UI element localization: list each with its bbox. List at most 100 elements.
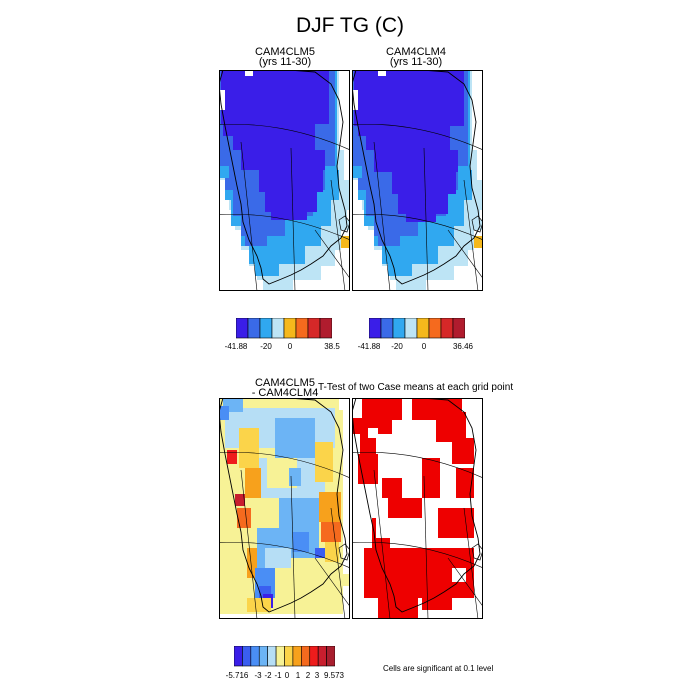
- grid-cell: [472, 220, 483, 230]
- colorbar-tick-label: 0: [421, 342, 427, 351]
- grid-cell: [219, 90, 225, 110]
- panel-title-line2: (yrs 11-30): [258, 56, 312, 68]
- panel-title-difference: CAM4CLM5 - CAM4CLM4: [215, 378, 355, 399]
- meridian-line: [423, 147, 429, 291]
- grid-cell: [462, 438, 474, 454]
- grid-cell: [398, 568, 458, 588]
- coastline: [471, 215, 483, 233]
- colorbar-swatch: [416, 318, 430, 339]
- grid-cell: [259, 170, 323, 192]
- grid-cell: [358, 454, 378, 484]
- greenland-coastline: [219, 398, 348, 613]
- colorbar-cam4clm4: [369, 318, 465, 339]
- grid-cell: [438, 508, 474, 538]
- grid-cell: [378, 70, 386, 76]
- colorbar-tick-label: 2: [305, 671, 311, 680]
- grid-cell: [263, 280, 293, 291]
- panel-title-ttest: T-Test of two Case means at each grid po…: [318, 382, 514, 393]
- colorbar-tick-label: -1: [274, 671, 282, 680]
- grid-cell: [352, 90, 358, 110]
- colorbar-tick-label: 3: [314, 671, 320, 680]
- greenland-coastline: [219, 70, 348, 285]
- panel-title-line1: CAM4CLM4: [386, 46, 446, 58]
- map-border: [352, 70, 483, 291]
- grid-cell: [247, 598, 271, 612]
- panel-title-line2: - CAM4CLM4: [251, 387, 319, 399]
- colorbar-tick-label: -41.88: [224, 342, 248, 351]
- panel-title-cam4clm4: CAM4CLM4 (yrs 11-30): [346, 46, 486, 68]
- map-panel-cam4clm4: [352, 70, 483, 291]
- map-border: [219, 70, 350, 291]
- grid-cell: [408, 528, 434, 542]
- meridian-line: [290, 475, 296, 619]
- grid-cell: [319, 492, 341, 522]
- colorbar-swatch: [292, 646, 302, 667]
- colorbar-labels-cam4clm4: -41.88 -20 0 36.46: [358, 342, 473, 354]
- grid-cell: [436, 412, 466, 442]
- meridian-line: [423, 475, 429, 619]
- colorbar-tick-label: -2: [264, 671, 272, 680]
- colorbar-swatch: [234, 646, 243, 667]
- colorbar-swatch: [301, 646, 311, 667]
- map-border: [352, 398, 483, 619]
- grid-cell: [339, 398, 350, 410]
- grid-cell: [360, 434, 376, 454]
- grid-cell: [406, 214, 436, 222]
- grid-cell: [223, 136, 233, 156]
- colorbar-tick-label: 0: [284, 671, 290, 680]
- meridian-line: [463, 507, 479, 619]
- latitude-line: [219, 451, 350, 479]
- colorbar-swatch: [380, 318, 394, 339]
- grid-cell: [227, 450, 237, 464]
- colorbar-swatch: [267, 646, 277, 667]
- colorbar-tick-label: -20: [260, 342, 272, 351]
- grid-cell: [358, 126, 450, 150]
- colorbar-tick-label: -3: [254, 671, 262, 680]
- grid-cell: [388, 264, 412, 276]
- map-border: [219, 398, 350, 619]
- colorbar-swatch: [259, 318, 273, 339]
- grid-cell: [271, 212, 307, 220]
- colorbar-swatch: [247, 318, 261, 339]
- grid-cell: [315, 442, 333, 482]
- colorbar-swatch: [250, 646, 260, 667]
- colorbar-swatch: [404, 318, 418, 339]
- colorbar-swatch: [428, 318, 442, 339]
- grid-cell: [352, 166, 362, 178]
- colorbar-swatch: [326, 646, 335, 667]
- map-panel-cam4clm5: [219, 70, 350, 291]
- colorbar-swatch: [258, 646, 268, 667]
- grid-cell: [245, 468, 261, 498]
- meridian-line: [290, 147, 296, 291]
- meridian-line: [330, 179, 346, 291]
- colorbar-swatch: [319, 318, 332, 339]
- grid-cell: [356, 136, 366, 156]
- colorbar-swatch: [369, 318, 382, 339]
- colorbar-labels-difference: -5.716 -3 -2 -1 0 1 2 3 9.573: [226, 671, 344, 683]
- grid-cell: [289, 468, 301, 486]
- greenland-coastline: [352, 398, 481, 613]
- coastline: [338, 543, 350, 561]
- meridian-line: [373, 141, 391, 291]
- colorbar-tick-label: 1: [295, 671, 301, 680]
- grid-cell: [219, 406, 229, 420]
- grid-cell: [245, 236, 267, 246]
- grid-cell: [245, 70, 253, 76]
- map-panel-difference: [219, 398, 350, 619]
- grid-cell: [362, 398, 402, 420]
- grid-cell: [241, 150, 325, 170]
- latitude-line: [352, 541, 483, 569]
- grid-cell: [474, 236, 483, 248]
- page-title: DJF TG (C): [295, 14, 405, 37]
- meridian-line: [447, 229, 483, 280]
- grid-cell: [352, 418, 392, 434]
- grid-cell: [325, 542, 339, 562]
- meridian-line: [463, 179, 479, 291]
- grid-cell: [315, 548, 325, 558]
- grid-cell: [293, 532, 309, 552]
- colorbar-swatch: [236, 318, 249, 339]
- grid-cell: [223, 124, 315, 150]
- meridian-line: [314, 557, 350, 608]
- latitude-line: [352, 213, 483, 241]
- colorbar-labels-cam4clm5: -41.88 -20 0 38.5: [225, 342, 340, 354]
